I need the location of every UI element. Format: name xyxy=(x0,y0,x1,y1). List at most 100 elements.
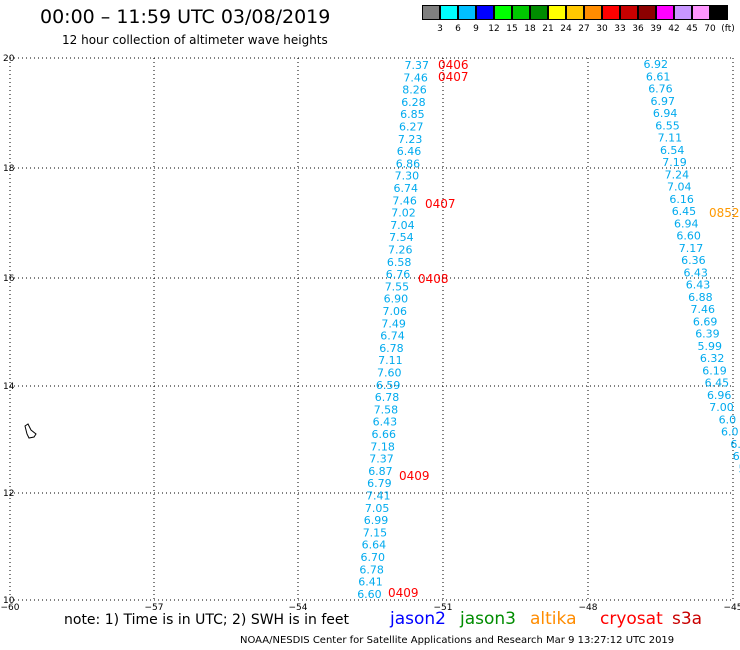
swh-value: 6.74 xyxy=(394,182,419,195)
satellite-track-1: 7.377.468.266.286.856.277.236.466.867.30… xyxy=(357,58,468,601)
x-tick-label: −51 xyxy=(434,603,453,613)
y-tick-label: 16 xyxy=(3,274,15,284)
swh-value: 8.26 xyxy=(402,84,427,97)
x-tick-label: −60 xyxy=(1,603,20,613)
legend-altika: altika xyxy=(530,609,577,629)
swh-value: 7.55 xyxy=(385,280,410,293)
swh-value: 6.85 xyxy=(400,108,425,121)
color-swatch xyxy=(440,5,458,20)
color-swatch xyxy=(602,5,620,20)
color-swatch xyxy=(530,5,548,20)
swh-value: 6.66 xyxy=(372,428,397,441)
swh-value: 6.61 xyxy=(646,70,671,83)
swh-value: 6.43 xyxy=(373,416,398,429)
color-scale-label: 42 xyxy=(668,24,680,34)
swh-value: 6.94 xyxy=(653,107,678,120)
swh-value: 7.06 xyxy=(383,305,408,318)
swh-value: 6.60 xyxy=(357,588,382,601)
swh-value: 7.54 xyxy=(389,231,414,244)
swh-value: 6.99 xyxy=(364,514,389,527)
color-scale-label: 45 xyxy=(686,24,698,34)
credit-line: NOAA/NESDIS Center for Satellite Applica… xyxy=(240,635,675,646)
color-scale-label: 39 xyxy=(650,24,662,34)
swh-value: 7.23 xyxy=(398,133,423,146)
swh-value: 7.05 xyxy=(365,502,390,515)
swh-value: 7.37 xyxy=(369,453,394,466)
color-swatch xyxy=(710,5,728,20)
swh-value: 6.86 xyxy=(396,157,421,170)
x-tick-label: −45 xyxy=(724,603,740,613)
swh-value: 6.69 xyxy=(693,315,718,328)
swh-value: 6.45 xyxy=(672,205,697,218)
swh-value: 7.41 xyxy=(366,490,391,503)
swh-value: 6.16 xyxy=(669,193,694,206)
swh-value: 6.27 xyxy=(399,121,424,134)
swh-value: 6.36 xyxy=(681,254,706,267)
swh-value: 6.88 xyxy=(688,291,713,304)
color-scale-label: 9 xyxy=(473,24,479,34)
swh-value: 6. xyxy=(730,438,740,451)
swh-value: 6.78 xyxy=(375,391,400,404)
x-tick-label: −57 xyxy=(145,603,164,613)
color-scale-label: 6 xyxy=(455,24,461,34)
color-swatch xyxy=(584,5,602,20)
time-label: 0406 xyxy=(438,58,469,72)
color-scale-label: 30 xyxy=(596,24,608,34)
swh-value: 6.74 xyxy=(380,330,405,343)
y-tick-label: 20 xyxy=(3,54,15,64)
color-scale-label: 15 xyxy=(506,24,518,34)
swh-value: 6.92 xyxy=(644,58,669,71)
color-swatch xyxy=(638,5,656,20)
color-scale-label: 36 xyxy=(632,24,644,34)
time-label: 0407 xyxy=(438,70,469,84)
swh-value: 7.17 xyxy=(679,242,704,255)
swh-value: 6.32 xyxy=(700,352,725,365)
swh-value: 6.43 xyxy=(683,266,708,279)
swh-value: 5 xyxy=(739,462,740,475)
color-swatch xyxy=(674,5,692,20)
swh-value: 6.39 xyxy=(695,328,720,341)
time-label: 0408 xyxy=(418,272,449,286)
swh-value: 7.24 xyxy=(665,168,690,181)
color-scale-label: 18 xyxy=(524,24,536,34)
swh-value: 6.76 xyxy=(386,268,411,281)
axis-labels: −60 −57 −54 −51 −48 −45 20 18 16 14 12 10 xyxy=(1,54,740,613)
swh-value: 6.78 xyxy=(379,342,404,355)
swh-value: 7.46 xyxy=(392,194,417,207)
swh-value: 6.41 xyxy=(358,576,383,589)
swh-value: 6.28 xyxy=(401,96,426,109)
legend-cryosat: cryosat xyxy=(600,609,663,629)
color-scale-label: 3 xyxy=(437,24,443,34)
swh-value: 6.79 xyxy=(367,477,392,490)
swh-value: 7.11 xyxy=(378,354,403,367)
swh-value: 7.04 xyxy=(390,219,415,232)
swh-value: 6.55 xyxy=(655,119,680,132)
swh-value: 6. xyxy=(733,450,740,463)
y-tick-label: 12 xyxy=(3,489,14,499)
swh-value: 6.70 xyxy=(361,551,386,564)
swh-value: 6.64 xyxy=(362,539,387,552)
swh-value: 6.46 xyxy=(397,145,422,158)
y-tick-label: 14 xyxy=(3,382,15,392)
swh-value: 7.15 xyxy=(363,526,388,539)
swh-value: 7.02 xyxy=(391,207,416,220)
island-outline xyxy=(24,423,37,439)
swh-value: 6.96 xyxy=(707,389,732,402)
color-scale-label: (ft) xyxy=(721,24,735,34)
legend-jason3: jason3 xyxy=(460,609,516,629)
color-swatch xyxy=(566,5,584,20)
legend-s3a: s3a xyxy=(672,609,703,629)
swh-value: 6.76 xyxy=(648,83,673,96)
legend-jason2: jason2 xyxy=(390,609,446,629)
y-tick-label: 10 xyxy=(3,596,15,606)
swh-value: 7.58 xyxy=(374,403,399,416)
map-title: 00:00 – 11:59 UTC 03/08/2019 xyxy=(40,6,331,28)
swh-value: 7.46 xyxy=(691,303,716,316)
swh-value: 7.26 xyxy=(388,244,413,257)
swh-value: 7.18 xyxy=(370,440,395,453)
color-scale-label: 12 xyxy=(488,24,500,34)
swh-value: 6.43 xyxy=(686,279,711,292)
color-swatch xyxy=(620,5,638,20)
swh-value: 7.19 xyxy=(662,156,687,169)
